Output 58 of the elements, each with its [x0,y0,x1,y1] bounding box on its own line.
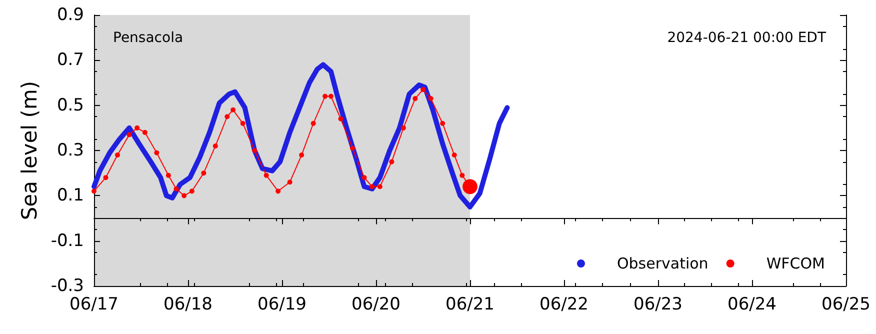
point [287,180,292,185]
point [362,175,367,180]
point [230,107,236,112]
point [462,179,478,194]
point [389,159,394,164]
x-tick-label: 06/25 [822,294,870,314]
y-tick-label: 0.1 [56,186,84,206]
point [400,125,406,130]
point [264,172,269,178]
point [92,188,96,194]
annotation: 2024-06-21 00:00 EDT [667,30,826,46]
point [428,96,434,102]
point [142,130,148,135]
y-tick-label: -0.1 [50,230,84,251]
point [212,143,218,148]
x-tick-label: 06/23 [634,294,682,314]
point [412,96,418,102]
point [310,120,316,126]
point [103,175,108,180]
point [166,172,171,178]
point [338,116,344,122]
y-tick-label: 0.3 [56,140,84,160]
y-tick-label: 0.9 [56,5,84,25]
point [224,114,230,120]
point [201,170,206,176]
x-tick-label: 06/20 [352,294,400,314]
point [452,152,457,158]
point [460,172,465,178]
x-tick-label: 06/24 [728,294,776,314]
point [134,125,140,130]
point [276,188,281,194]
point [240,120,246,126]
point [370,184,375,190]
point [154,150,160,156]
y-tick-label: 0.5 [56,95,84,116]
legend-label: Observation [616,254,708,272]
y-tick-label: 0.7 [56,50,84,70]
point [299,152,304,158]
y-tick-label: -0.3 [50,276,84,296]
point [174,186,179,192]
point [328,94,334,99]
legend-label: WFCOM [766,254,826,272]
point [322,94,328,99]
annotation: Pensacola [113,30,184,46]
point [440,120,446,126]
point [115,152,120,158]
x-tick-label: 06/22 [540,294,588,314]
y-axis-title: Sea level (m) [17,80,42,220]
point [189,188,194,194]
point [350,146,355,151]
point [377,184,382,190]
x-tick-label: 06/19 [258,294,306,314]
x-tick-label: 06/21 [446,294,494,314]
x-tick-label: 06/18 [164,294,212,314]
point [126,132,132,138]
point [420,87,426,92]
point [182,193,187,198]
x-tick-label: 06/17 [70,294,118,314]
